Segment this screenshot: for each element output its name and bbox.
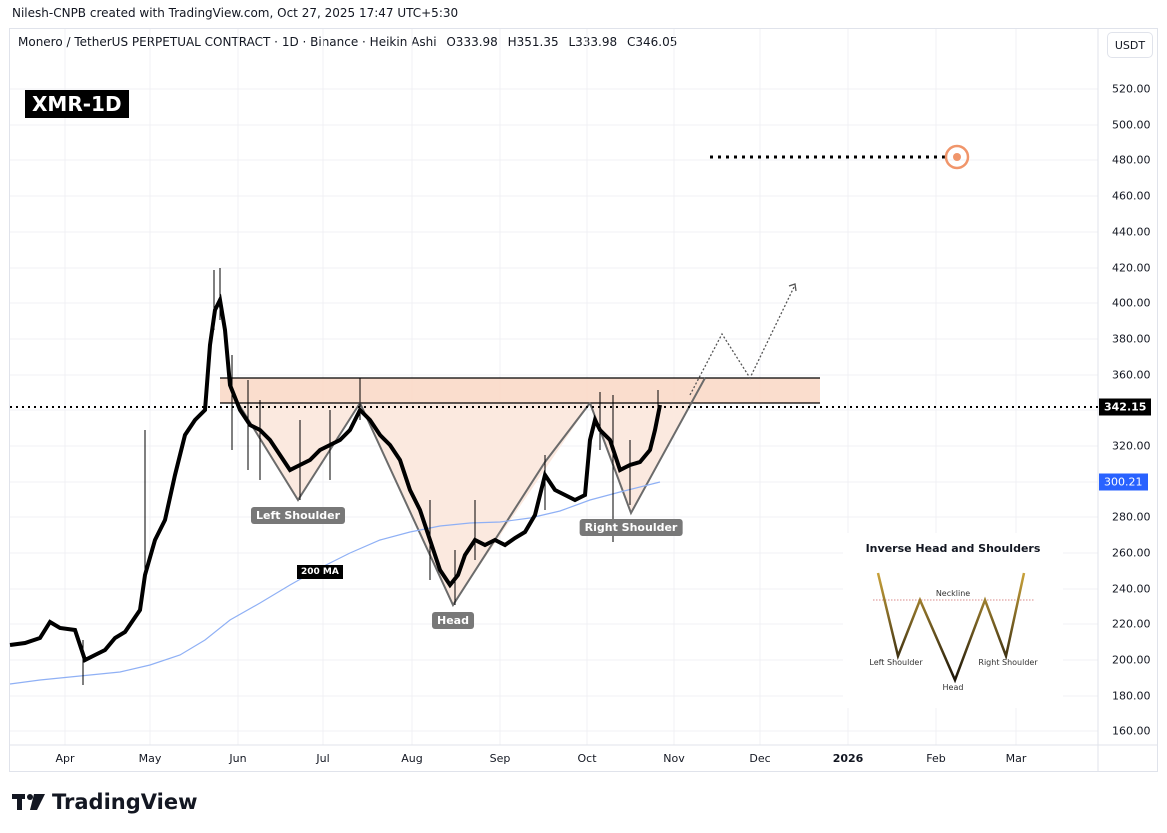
y-tick: 200.00 <box>1112 653 1151 667</box>
attribution: Nilesh-CNPB created with TradingView.com… <box>12 6 459 20</box>
inset-neckline-label: Neckline <box>935 589 971 598</box>
y-tick: 400.00 <box>1112 296 1151 310</box>
chart-title-badge: XMR-1D <box>25 90 129 118</box>
x-tick: Sep <box>489 752 511 765</box>
x-tick: Oct <box>577 752 597 765</box>
y-tick: 440.00 <box>1112 225 1151 239</box>
y-tick: 480.00 <box>1112 153 1151 167</box>
inset-head-label: Head <box>942 683 964 692</box>
right-shoulder-label: Right Shoulder <box>579 519 683 536</box>
tradingview-logo[interactable]: TradingView <box>12 790 197 814</box>
inset-left-shoulder-label: Left Shoulder <box>869 658 923 667</box>
pattern-lines <box>237 377 706 608</box>
y-tick: 320.00 <box>1112 439 1151 453</box>
y-tick: 240.00 <box>1112 582 1151 596</box>
y-tick: 360.00 <box>1112 368 1151 382</box>
target-icon <box>944 144 970 170</box>
tradingview-brand: TradingView <box>52 790 198 814</box>
y-tick: 220.00 <box>1112 617 1151 631</box>
ma-200-label: 200 MA <box>297 565 343 579</box>
y-tick: 380.00 <box>1112 332 1151 346</box>
inset-right-shoulder-label: Right Shoulder <box>978 658 1038 667</box>
ohlc-low: L333.98 <box>568 35 618 49</box>
y-tick: 160.00 <box>1112 724 1151 738</box>
x-tick: Jun <box>229 752 247 765</box>
x-tick-year: 2026 <box>832 752 864 765</box>
y-tick: 420.00 <box>1112 261 1151 275</box>
x-tick: Jul <box>316 752 330 765</box>
ohlc-high: H351.35 <box>507 35 559 49</box>
pattern-inset: Inverse Head and Shoulders Neckline Left… <box>843 533 1063 708</box>
symbol-legend: Monero / TetherUS PERPETUAL CONTRACT · 1… <box>18 35 683 49</box>
inset-title: Inverse Head and Shoulders <box>865 542 1041 555</box>
x-tick: Mar <box>1005 752 1027 765</box>
y-tick: 500.00 <box>1112 118 1151 132</box>
symbol-name: Monero / TetherUS PERPETUAL CONTRACT · 1… <box>18 35 437 49</box>
chart-frame[interactable] <box>9 28 1158 772</box>
x-tick: Feb <box>926 752 946 765</box>
resistance-zone <box>220 378 820 403</box>
head-label: Head <box>432 612 474 629</box>
x-tick: Dec <box>749 752 771 765</box>
x-tick: Nov <box>663 752 685 765</box>
ohlc-open: O333.98 <box>446 35 498 49</box>
ma-value-badge: 300.21 <box>1099 473 1148 491</box>
tradingview-logo-icon <box>12 794 45 810</box>
x-tick: Aug <box>401 752 423 765</box>
projection-path <box>689 284 796 396</box>
ohlc-close: C346.05 <box>626 35 678 49</box>
left-shoulder-label: Left Shoulder <box>250 507 346 524</box>
currency-unit-button[interactable]: USDT <box>1107 32 1153 58</box>
last-price-badge: 342.15 <box>1099 398 1152 416</box>
ma-200-line <box>9 481 661 685</box>
x-tick: May <box>138 752 162 765</box>
y-tick: 280.00 <box>1112 510 1151 524</box>
y-tick: 520.00 <box>1112 82 1151 96</box>
x-tick: Apr <box>55 752 75 765</box>
inset-diagram <box>873 572 1035 684</box>
candles <box>9 268 662 685</box>
y-tick: 180.00 <box>1112 689 1151 703</box>
y-tick: 260.00 <box>1112 546 1151 560</box>
y-tick: 460.00 <box>1112 189 1151 203</box>
